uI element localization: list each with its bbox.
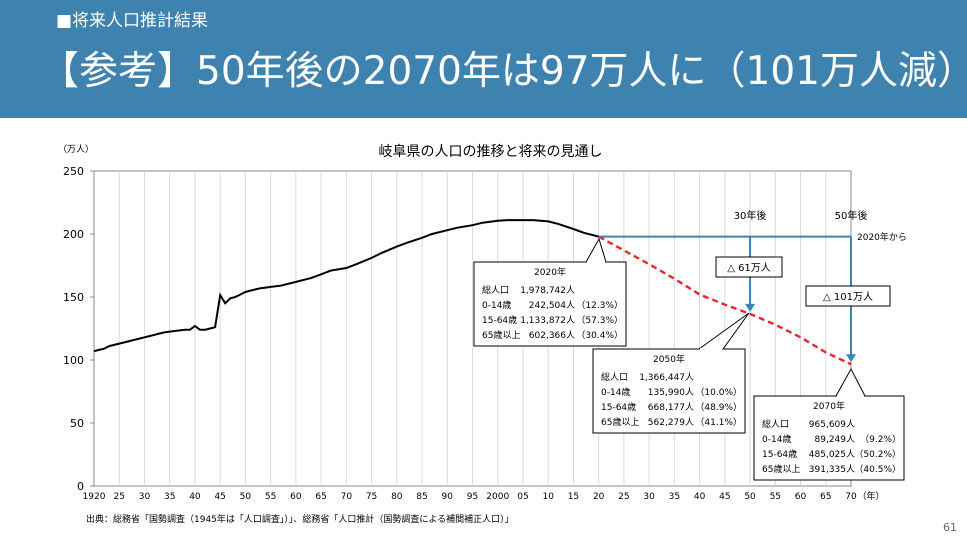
section-kicker: ■将来人口推計結果 [56, 11, 209, 31]
x-tick-label: 30 [139, 492, 151, 502]
callout-row-value: 562,279人 [648, 417, 694, 428]
arrow-2050 [745, 303, 756, 312]
x-tick-label: 20 [593, 492, 605, 502]
label-from-2020: 2020年から [857, 231, 907, 243]
callout-box [753, 395, 905, 481]
chart-title: 岐阜県の人口の推移と将来の見通し [379, 143, 603, 160]
label-30-years: 30年後 [734, 209, 767, 222]
callout-row-value: 965,609人 [809, 419, 855, 430]
callout-row-pct: （10.0%） [695, 387, 742, 398]
callout-row-pct: （57.3%） [576, 315, 623, 326]
callout-row-value: 242,504人 [529, 300, 575, 311]
callout-row-pct: （30.4%） [576, 330, 623, 341]
callout-row-pct: （9.2%） [860, 434, 901, 445]
source-note: 出典：総務省「国勢調査（1945年は「人口調査」）」、総務省「人口推計（国勢調査… [86, 513, 514, 525]
callout-row-value: 668,177人 [648, 402, 694, 413]
callout-row-label: 総人口 [601, 371, 628, 383]
x-tick-label: 25 [114, 492, 125, 502]
x-tick-label: 50 [240, 492, 252, 502]
arrow-2070 [846, 354, 856, 363]
x-tick-label: 05 [517, 492, 528, 502]
x-tick-label: 85 [416, 492, 427, 502]
callout-year: 2070年 [813, 400, 845, 412]
callout-row-pct: （12.3%） [576, 300, 623, 311]
x-tick-label: 65 [820, 492, 831, 502]
callout-row-label: 0-14歳 [482, 299, 511, 311]
y-tick-label: 250 [63, 165, 84, 178]
callout-box [592, 348, 746, 434]
page-number: 61 [943, 521, 957, 534]
header-bar: ■将来人口推計結果 【参考】50年後の2070年は97万人に（101万人減） [0, 0, 967, 118]
x-tick-label: 10 [542, 492, 554, 502]
callout-row-value: 485,025人 [809, 449, 855, 460]
callout-row-label: 総人口 [482, 284, 509, 296]
x-tick-label: 2000 [486, 492, 509, 502]
history-line [93, 219, 599, 353]
x-tick-label: 65 [315, 492, 326, 502]
callout-tail [835, 367, 866, 397]
callout-row-value: 1,133,872人 [520, 315, 575, 326]
callout-row-value: 135,990人 [648, 387, 694, 398]
x-axis-label: （年） [857, 490, 884, 502]
x-tick-label: 35 [669, 492, 680, 502]
x-tick-label: 80 [391, 492, 403, 502]
callout-row-label: 0-14歳 [762, 433, 791, 445]
callout-row-label: 65歳以上 [601, 416, 639, 428]
callout-row-label: 65歳以上 [482, 329, 520, 341]
callout-row-label: 15-64歳 [601, 401, 636, 413]
x-tick-label: 30 [643, 492, 655, 502]
callout-row-pct: （41.1%） [695, 417, 742, 428]
x-tick-label: 95 [467, 492, 478, 502]
y-tick-label: 50 [70, 417, 84, 430]
callout-row-value: 1,978,742人 [520, 285, 575, 296]
callout-tail [698, 312, 750, 350]
x-tick-label: 55 [770, 492, 781, 502]
x-tick-label: 50 [744, 492, 756, 502]
x-tick-label: 75 [366, 492, 377, 502]
callout-row-value: 602,366人 [529, 330, 575, 341]
x-tick-label: 1920 [83, 492, 106, 502]
x-tick-label: 40 [189, 492, 201, 502]
decrease-box-50 [805, 285, 891, 307]
y-tick-label: 0 [77, 480, 84, 493]
callout-row-label: 0-14歳 [601, 386, 630, 398]
page-title: 【参考】50年後の2070年は97万人に（101万人減） [40, 49, 967, 94]
callout-row-pct: （50.2%） [854, 449, 901, 460]
callout-row-label: 総人口 [762, 418, 789, 430]
x-tick-label: 60 [290, 492, 302, 502]
y-axis-label: （万人） [58, 144, 94, 155]
x-tick-label: 55 [265, 492, 276, 502]
callout-row-pct: （48.9%） [695, 402, 742, 413]
decrease-box-30 [715, 256, 783, 278]
callout-row-value: 89,249人 [815, 434, 856, 445]
projection-line [598, 235, 852, 366]
x-tick-label: 70 [341, 492, 353, 502]
y-tick-label: 100 [63, 354, 84, 367]
label-50-years: 50年後 [835, 209, 868, 222]
callout-row-value: 391,335人 [809, 464, 855, 475]
decrease-50: △ 101万人 [823, 291, 873, 303]
callout-tail [585, 237, 607, 263]
x-tick-label: 90 [442, 492, 454, 502]
x-tick-label: 70 [845, 492, 857, 502]
callout-row-label: 15-64歳 [482, 314, 517, 326]
x-tick-label: 15 [568, 492, 579, 502]
callout-row-pct: （40.5%） [854, 464, 901, 475]
callout-box [473, 261, 627, 347]
decrease-30: △ 61万人 [727, 262, 771, 274]
callout-year: 2020年 [534, 266, 566, 278]
callout-row-label: 15-64歳 [762, 448, 797, 460]
x-tick-label: 25 [618, 492, 629, 502]
x-tick-label: 45 [214, 492, 225, 502]
y-tick-label: 150 [63, 291, 84, 304]
y-tick-label: 200 [63, 228, 84, 241]
x-tick-label: 45 [719, 492, 730, 502]
callout-year: 2050年 [653, 353, 685, 365]
callout-row-value: 1,366,447人 [639, 372, 694, 383]
x-tick-label: 35 [164, 492, 175, 502]
callout-row-label: 65歳以上 [762, 463, 800, 475]
x-tick-label: 60 [795, 492, 807, 502]
x-tick-label: 40 [694, 492, 706, 502]
